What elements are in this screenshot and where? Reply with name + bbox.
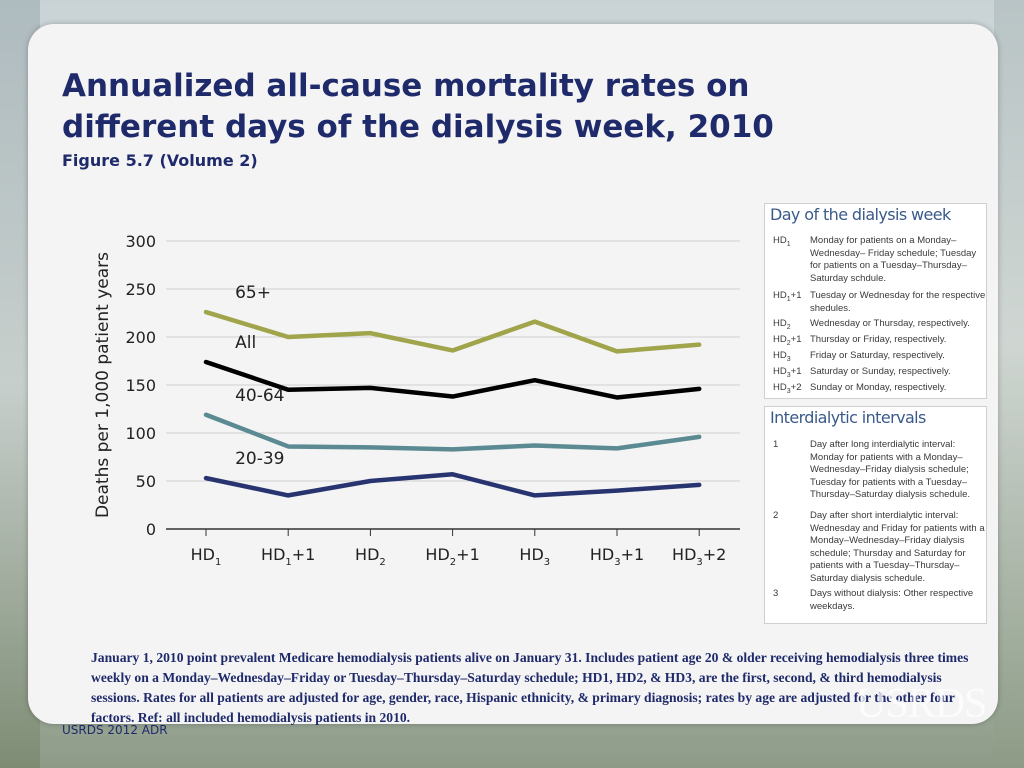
y-tick-label: 150 bbox=[125, 376, 156, 395]
series-line-40-64 bbox=[203, 412, 702, 452]
x-tick-label: HD3+1 bbox=[590, 545, 644, 568]
legend-text: Day after short interdialytic interval: … bbox=[810, 510, 985, 584]
y-tick-label: 50 bbox=[136, 472, 156, 491]
x-tick-label: HD2 bbox=[355, 545, 386, 568]
series-label: 20-39 bbox=[235, 449, 284, 469]
series-label: 65+ bbox=[235, 283, 271, 303]
legend-key: HD2+1 bbox=[773, 334, 802, 347]
line-chart: 0 50 100 150 200 250 300 Deaths per 1,000 patie… bbox=[93, 232, 740, 568]
figure-subtitle: Figure 5.7 (Volume 2) bbox=[62, 151, 258, 170]
legend-days-of-week: Day of the dialysis week HD1 Monday for p… bbox=[764, 203, 987, 399]
x-tick-label: HD3+2 bbox=[672, 545, 726, 568]
source-label: USRDS 2012 ADR bbox=[62, 723, 168, 737]
legend-text: Wednesday or Thursday, respectively. bbox=[810, 318, 970, 329]
legend-text: Saturday or Sunday, respectively. bbox=[810, 366, 951, 377]
series-label: All bbox=[235, 333, 256, 353]
legend-intervals-title: Interdialytic intervals bbox=[770, 408, 926, 427]
x-tick-label: HD1+1 bbox=[261, 545, 315, 568]
legend-key: HD1 bbox=[773, 235, 791, 248]
y-tick-label: 200 bbox=[125, 328, 156, 347]
y-tick-label: 0 bbox=[146, 520, 156, 539]
series-line-65+ bbox=[203, 309, 702, 354]
series-label: 40-64 bbox=[235, 386, 284, 406]
usrds-logo: USRDS bbox=[856, 681, 987, 727]
legend-interdialytic-intervals: Interdialytic intervals 1 Day after long … bbox=[764, 406, 987, 624]
legend-text: Friday or Saturday, respectively. bbox=[810, 350, 945, 361]
series-line-All bbox=[203, 359, 702, 400]
legend-key: 3 bbox=[773, 588, 779, 599]
legend-key: HD1+1 bbox=[773, 290, 802, 303]
legend-key: HD3+1 bbox=[773, 366, 802, 379]
slide-title: Annualized all-cause mortality rates on … bbox=[62, 68, 774, 145]
x-tick-label: HD1 bbox=[191, 545, 222, 568]
y-tick-label: 300 bbox=[125, 232, 156, 251]
background-right bbox=[994, 0, 1024, 768]
y-tick-label: 250 bbox=[125, 280, 156, 299]
legend-key: HD2 bbox=[773, 318, 791, 331]
legend-days-title: Day of the dialysis week bbox=[770, 205, 951, 224]
y-tick-label: 100 bbox=[125, 424, 156, 443]
series-line-20-39 bbox=[203, 472, 702, 498]
legend-text: Day after long interdialytic interval: M… bbox=[810, 439, 971, 500]
legend-text: Days without dialysis: Other respective … bbox=[810, 588, 974, 612]
legend-key: HD3 bbox=[773, 350, 791, 363]
legend-text: Thursday or Friday, respectively. bbox=[810, 334, 947, 345]
x-tick-label: HD2+1 bbox=[425, 545, 479, 568]
legend-key: HD3+2 bbox=[773, 382, 802, 395]
legend-text: Tuesday or Wednesday for the respective … bbox=[810, 290, 986, 314]
footnote: January 1, 2010 point prevalent Medicare… bbox=[91, 650, 969, 725]
legend-text: Monday for patients on a Monday–Wednesda… bbox=[810, 235, 977, 284]
x-tick-label: HD3 bbox=[519, 545, 550, 568]
legend-key: 1 bbox=[773, 439, 779, 450]
legend-key: 2 bbox=[773, 510, 779, 521]
legend-text: Sunday or Monday, respectively. bbox=[810, 382, 947, 393]
y-axis-label: Deaths per 1,000 patient years bbox=[93, 252, 113, 518]
